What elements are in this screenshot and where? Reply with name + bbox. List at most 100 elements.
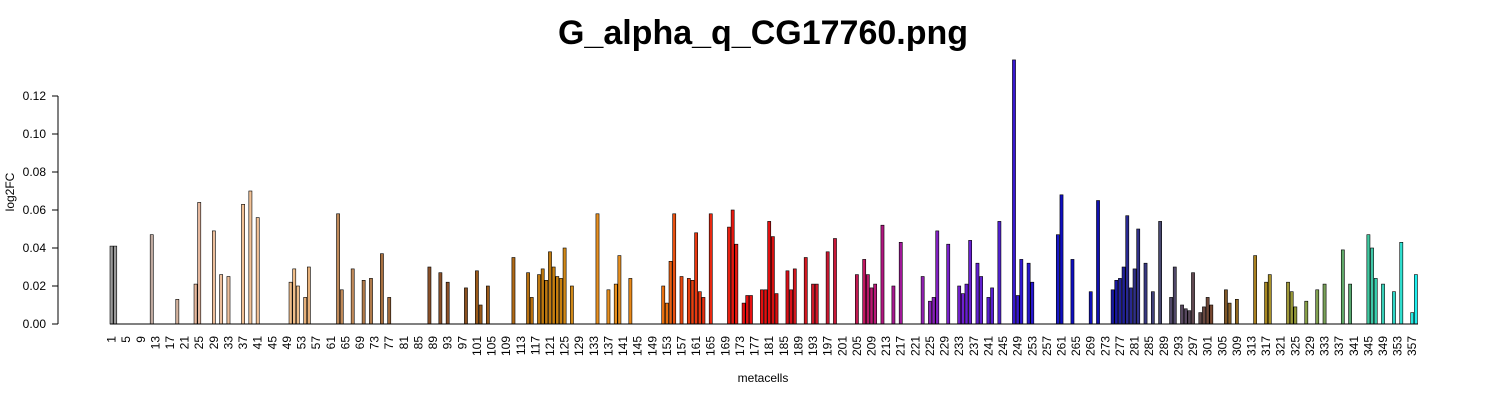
x-tick-label: 221 bbox=[908, 336, 922, 356]
bar-51 bbox=[292, 268, 297, 325]
bar-212 bbox=[880, 224, 885, 325]
bar-127 bbox=[570, 285, 574, 325]
bar-264 bbox=[1070, 259, 1075, 325]
x-tick-label: 193 bbox=[806, 336, 820, 356]
bar-154 bbox=[668, 260, 673, 325]
x-tick-label: 101 bbox=[470, 336, 484, 356]
x-axis: 1 5 9 13 17 21 25 29 33 37 41 45 49 53 57 61 65 69 73 77 81 8… bbox=[105, 336, 1420, 356]
bar-260 bbox=[1055, 234, 1060, 325]
bar-55 bbox=[306, 266, 311, 325]
bar-115 bbox=[526, 272, 530, 325]
bar-217 bbox=[898, 242, 903, 325]
x-tick-label: 213 bbox=[879, 336, 893, 356]
x-tick-label: 209 bbox=[865, 336, 879, 356]
bar-292 bbox=[1172, 266, 1177, 325]
bar-181 bbox=[767, 221, 772, 325]
bar-338 bbox=[1340, 249, 1345, 325]
bar-279 bbox=[1125, 215, 1130, 325]
bar-252 bbox=[1026, 262, 1031, 325]
bar-354 bbox=[1399, 242, 1404, 325]
bar-101 bbox=[475, 270, 479, 325]
bar-143 bbox=[628, 278, 633, 325]
bar-2 bbox=[113, 245, 118, 325]
x-tick-label: 141 bbox=[616, 336, 630, 356]
bar-357 bbox=[1410, 312, 1415, 325]
bar-67 bbox=[350, 268, 355, 325]
bar-271 bbox=[1096, 200, 1100, 325]
bar-162 bbox=[697, 291, 702, 325]
bar-238 bbox=[975, 262, 980, 325]
bar-134 bbox=[595, 213, 600, 325]
bar-116 bbox=[529, 297, 534, 325]
bar-340 bbox=[1348, 283, 1352, 325]
x-tick-label: 225 bbox=[923, 336, 937, 356]
bar-296 bbox=[1187, 310, 1192, 325]
bar-261 bbox=[1059, 194, 1064, 325]
bar-175 bbox=[745, 295, 750, 325]
x-tick-label: 201 bbox=[835, 336, 849, 356]
bar-235 bbox=[964, 283, 969, 325]
x-tick-label: 329 bbox=[1303, 336, 1317, 356]
x-tick-label: 233 bbox=[952, 336, 966, 356]
bar-118 bbox=[537, 274, 541, 325]
bar-163 bbox=[701, 297, 706, 325]
x-tick-label: 245 bbox=[996, 336, 1010, 356]
bar-286 bbox=[1150, 291, 1155, 325]
x-tick-label: 349 bbox=[1376, 336, 1390, 356]
bar-223 bbox=[920, 276, 925, 325]
x-tick-label: 53 bbox=[295, 336, 309, 350]
x-tick-label: 121 bbox=[543, 336, 557, 356]
x-tick-label: 89 bbox=[426, 336, 440, 350]
bar-172 bbox=[734, 243, 739, 325]
x-tick-label: 257 bbox=[1040, 336, 1054, 356]
bar-119 bbox=[540, 268, 545, 325]
bar-278 bbox=[1121, 266, 1126, 325]
bar-70 bbox=[361, 279, 366, 325]
bar-331 bbox=[1315, 289, 1320, 325]
bar-358 bbox=[1414, 274, 1418, 325]
x-tick-label: 113 bbox=[514, 336, 528, 355]
bar-349 bbox=[1381, 283, 1385, 325]
x-tick-label: 5 bbox=[119, 336, 133, 343]
x-tick-label: 153 bbox=[660, 336, 674, 356]
bar-176 bbox=[749, 295, 753, 325]
bar-294 bbox=[1180, 304, 1184, 325]
bar-160 bbox=[690, 279, 695, 325]
bar-52 bbox=[296, 285, 300, 325]
x-tick-label: 13 bbox=[148, 336, 162, 350]
x-tick-label: 285 bbox=[1142, 336, 1156, 356]
bar-98 bbox=[464, 287, 468, 325]
x-tick-label: 65 bbox=[338, 336, 352, 350]
bar-227 bbox=[935, 230, 940, 325]
bar-140 bbox=[617, 255, 622, 325]
x-tick-label: 173 bbox=[733, 336, 747, 356]
x-tick-label: 177 bbox=[748, 336, 762, 356]
bar-104 bbox=[486, 285, 490, 325]
x-tick-label: 57 bbox=[309, 336, 323, 350]
bar-88 bbox=[427, 266, 432, 325]
bar-12 bbox=[149, 234, 154, 325]
bar-91 bbox=[438, 272, 443, 325]
bar-31 bbox=[219, 274, 224, 325]
x-tick-label: 93 bbox=[441, 336, 455, 350]
bar-137 bbox=[606, 289, 611, 325]
bar-210 bbox=[873, 283, 878, 325]
bar-302 bbox=[1209, 304, 1214, 325]
bar-269 bbox=[1088, 291, 1093, 325]
x-tick-label: 149 bbox=[645, 336, 659, 356]
bar-324 bbox=[1289, 291, 1294, 325]
y-tick-label: 0.12 bbox=[23, 89, 47, 103]
bar-75 bbox=[380, 253, 384, 325]
bar-155 bbox=[672, 213, 677, 325]
bar-121 bbox=[548, 251, 552, 325]
bar-346 bbox=[1370, 247, 1374, 325]
bar-234 bbox=[960, 293, 965, 325]
bar-208 bbox=[866, 274, 870, 325]
bar-309 bbox=[1235, 298, 1239, 325]
bar-191 bbox=[803, 257, 808, 325]
x-tick-label: 73 bbox=[368, 336, 382, 350]
bar-122 bbox=[551, 266, 556, 325]
bar-77 bbox=[387, 297, 392, 325]
x-tick-label: 105 bbox=[485, 336, 499, 356]
